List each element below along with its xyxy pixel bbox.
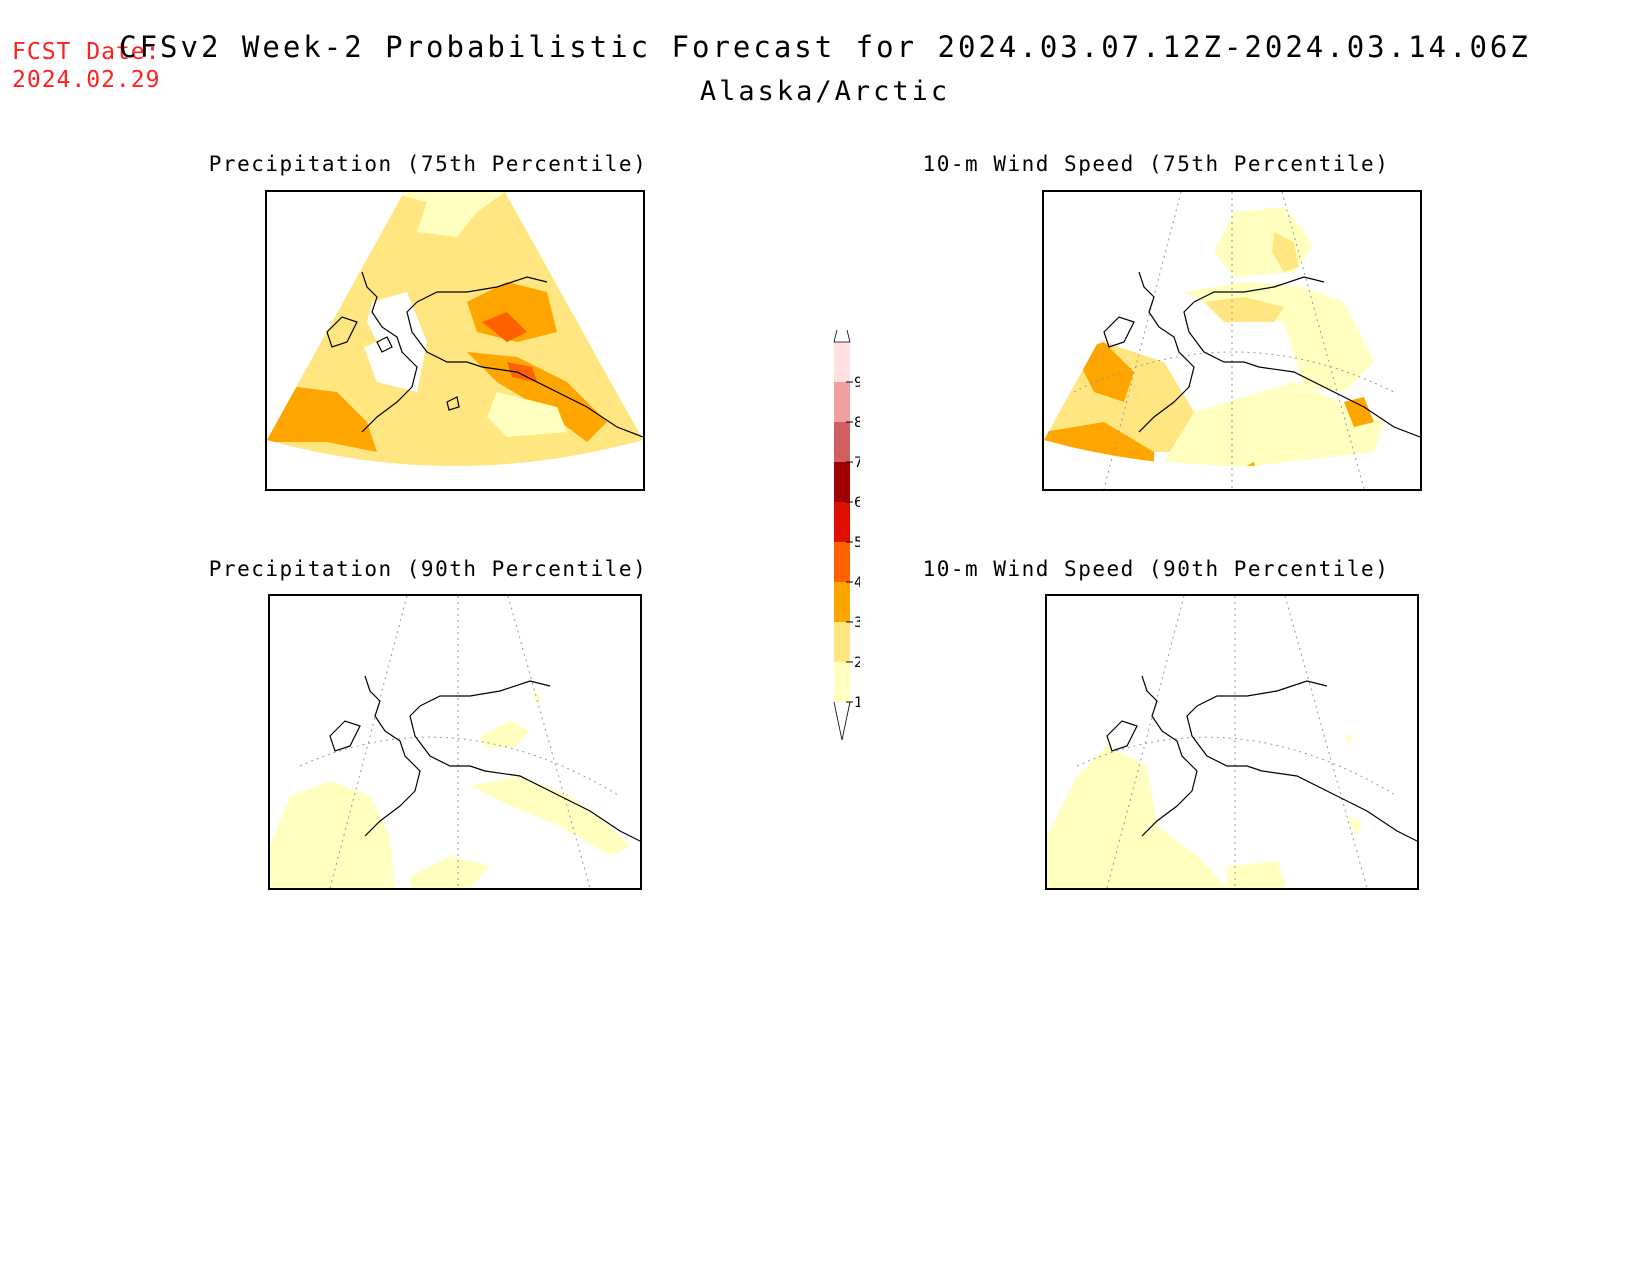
colorbar-swatch-60 — [834, 462, 850, 502]
colorbar-swatch-10 — [834, 662, 850, 702]
panel-title-wind-75: 10-m Wind Speed (75th Percentile) — [922, 152, 1390, 176]
colorbar-label-30: 30 — [854, 615, 860, 631]
fcst-date-label: FCST Date: — [12, 39, 161, 65]
colorbar-label-50: 50 — [854, 535, 860, 551]
colorbar-label-20: 20 — [854, 655, 860, 671]
colorbar-swatch-50 — [834, 502, 850, 542]
colorbar: 10 20 30 40 50 60 70 80 90 — [800, 309, 872, 754]
forecast-date-block: FCST Date: 2024.02.29 — [12, 38, 160, 94]
colorbar-swatch-70 — [834, 422, 850, 462]
page-subtitle: Alaska/Arctic — [699, 76, 951, 107]
page-title: CFSv2 Week-2 Probabilistic Forecast for … — [119, 30, 1531, 64]
map-wind-75 — [1042, 190, 1422, 491]
map-wind-90 — [1045, 594, 1419, 890]
colorbar-label-70: 70 — [854, 455, 860, 471]
fcst-date-value: 2024.02.29 — [12, 67, 161, 93]
map-precip-75 — [265, 190, 645, 491]
colorbar-label-80: 80 — [854, 415, 860, 431]
colorbar-svg: 10 20 30 40 50 60 70 80 90 — [833, 309, 872, 741]
colorbar-swatch-90 — [834, 342, 850, 382]
colorbar-bottom-cap — [833, 701, 851, 741]
colorbar-swatch-20 — [834, 622, 850, 662]
colorbar-top-cap — [833, 309, 851, 343]
colorbar-swatch-80 — [834, 382, 850, 422]
map-precip-90 — [268, 594, 642, 890]
colorbar-label-10: 10 — [854, 695, 860, 711]
colorbar-label-90: 90 — [854, 375, 860, 391]
colorbar-label-60: 60 — [854, 495, 860, 511]
panel-title-precip-90: Precipitation (90th Percentile) — [208, 557, 648, 581]
colorbar-label-40: 40 — [854, 575, 860, 591]
colorbar-swatch-40 — [834, 542, 850, 582]
colorbar-swatch-30 — [834, 582, 850, 622]
panel-title-wind-90: 10-m Wind Speed (90th Percentile) — [922, 557, 1390, 581]
panel-title-precip-75: Precipitation (75th Percentile) — [208, 152, 648, 176]
